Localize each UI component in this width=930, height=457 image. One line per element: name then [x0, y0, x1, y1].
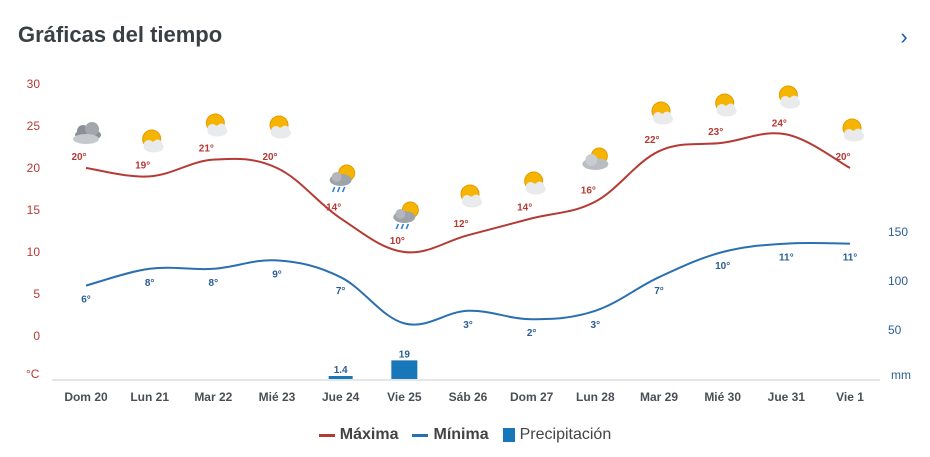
x-axis-tick: Lun 28 [576, 390, 615, 404]
right-axis-tick: 150 [888, 225, 908, 239]
legend-item-max[interactable]: Máxima [318, 426, 399, 444]
left-axis-tick: 25 [27, 119, 41, 133]
max-temp-label: 24° [772, 118, 787, 129]
max-temp-label: 12° [453, 219, 468, 230]
precipitation-bars: 1.4 19 [328, 349, 418, 379]
right-axis: 150 100 50 mm [888, 225, 911, 382]
max-temp-label: 20° [835, 152, 850, 163]
x-axis-tick: Dom 27 [510, 390, 554, 404]
next-chevron-button[interactable]: › [893, 24, 915, 50]
precip-bar [328, 376, 353, 379]
min-temp-label: 9° [272, 269, 282, 280]
right-axis-tick: 50 [888, 323, 902, 337]
sun-cloud-icon [205, 113, 228, 137]
series-line-min [85, 241, 851, 326]
left-axis-tick: 10 [27, 245, 41, 259]
x-axis: Dom 20 Lun 21 Mar 22 Mié 23 Jue 24 Vie 25 Sáb … [52, 379, 880, 404]
precip-label: 1.4 [334, 365, 348, 376]
x-axis-tick: Mar 22 [194, 390, 232, 404]
cloudy-icon [73, 122, 101, 144]
sun-cloud-icon [842, 118, 864, 142]
x-axis-tick: Mié 30 [704, 390, 741, 404]
sun-cloud-icon [460, 184, 482, 208]
min-temp-label: 11° [843, 253, 858, 264]
right-axis-unit: mm [891, 368, 911, 382]
min-temp-label: 2° [527, 328, 537, 339]
min-temp-label: 10° [715, 261, 730, 272]
x-axis-tick: Jue 31 [768, 390, 806, 404]
sun-cloud-icon [715, 93, 737, 117]
max-temp-label: 16° [581, 186, 596, 197]
left-axis-tick: 0 [33, 329, 40, 343]
left-axis-tick: 20 [27, 161, 41, 175]
max-temp-label: 14° [517, 202, 532, 213]
weather-icons [73, 85, 864, 230]
min-temp-label: 8° [209, 278, 219, 289]
legend-swatch-precip [502, 428, 515, 442]
min-temp-label: 7° [336, 286, 346, 297]
max-temp-label: 10° [390, 236, 405, 247]
max-temp-label: 22° [644, 135, 659, 146]
legend-label-max: Máxima [339, 426, 399, 443]
x-axis-tick: Mar 29 [640, 390, 678, 404]
sun-cloud-icon [142, 129, 164, 153]
legend-label-min: Mínima [433, 426, 489, 443]
x-axis-tick: Vie 1 [836, 390, 864, 404]
right-axis-tick: 100 [888, 274, 908, 288]
left-axis-tick: 30 [27, 77, 41, 91]
precip-bar [391, 360, 418, 379]
min-temp-label: 3° [591, 320, 601, 331]
legend-item-precip[interactable]: Precipitación [502, 426, 612, 444]
cloudy-sun-icon [582, 147, 609, 170]
left-axis-tick: 15 [27, 203, 41, 217]
min-temp-label: 3° [463, 320, 473, 331]
left-axis-tick: 5 [33, 287, 40, 301]
x-axis-tick: Lun 21 [130, 390, 169, 404]
x-axis-tick: Sáb 26 [449, 390, 488, 404]
sun-cloud-icon [651, 101, 673, 125]
x-axis-tick: Mié 23 [259, 390, 296, 404]
max-temp-label: 19° [135, 160, 150, 171]
left-axis: 30 25 20 15 10 5 0 °C [26, 77, 40, 381]
rain-sun-icon [393, 201, 419, 230]
page-title: Gráficas del tiempo [18, 22, 223, 47]
temperature-lines [85, 132, 851, 326]
legend: Máxima Mínima Precipitación [0, 426, 930, 444]
precip-label: 19 [399, 349, 411, 360]
left-axis-unit: °C [26, 367, 40, 381]
max-temp-label: 21° [199, 144, 214, 155]
min-temp-label: 7° [654, 286, 664, 297]
sun-cloud-icon [778, 85, 801, 109]
x-axis-tick: Vie 25 [387, 390, 422, 404]
rain-sun-icon [329, 164, 356, 193]
data-labels: 20° 19° 21° 20° 14° 10° 12° 14° 16° 22° 23° 24° 20° 6… [71, 118, 857, 339]
legend-swatch-max [318, 433, 335, 437]
series-line-max [85, 132, 851, 254]
legend-item-min[interactable]: Mínima [412, 426, 489, 444]
x-axis-tick: Jue 24 [322, 390, 360, 404]
chevron-right-icon: › [900, 24, 908, 49]
legend-swatch-min [412, 433, 429, 437]
sun-cloud-icon [524, 171, 546, 195]
x-axis-tick: Dom 20 [64, 390, 108, 404]
max-temp-label: 20° [71, 152, 86, 163]
min-temp-label: 11° [779, 253, 794, 264]
max-temp-label: 23° [708, 127, 723, 138]
max-temp-label: 14° [326, 202, 341, 213]
legend-label-precip: Precipitación [519, 426, 612, 443]
sun-cloud-icon [269, 115, 291, 139]
max-temp-label: 20° [262, 152, 277, 163]
min-temp-label: 8° [145, 278, 155, 289]
min-temp-label: 6° [81, 295, 91, 306]
